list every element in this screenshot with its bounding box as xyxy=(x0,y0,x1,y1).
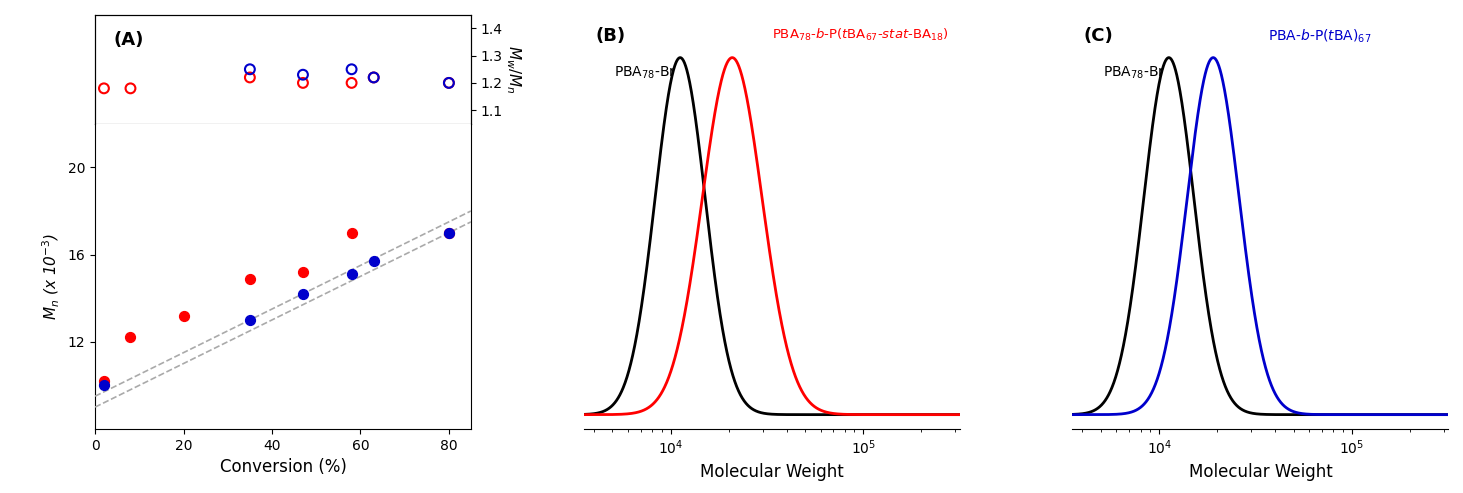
Point xyxy=(361,73,385,81)
Y-axis label: $M_{w}/M_{n}$: $M_{w}/M_{n}$ xyxy=(503,45,522,94)
Point xyxy=(361,73,385,81)
X-axis label: Molecular Weight: Molecular Weight xyxy=(699,463,844,481)
Text: PBA-$b$-P($t$BA)$_{67}$: PBA-$b$-P($t$BA)$_{67}$ xyxy=(1268,27,1371,44)
Point xyxy=(437,79,461,87)
Point xyxy=(238,66,262,73)
Point xyxy=(437,79,461,87)
Point xyxy=(339,79,363,87)
Point xyxy=(437,229,461,237)
Y-axis label: $M_{n}$ (x 10$^{-3}$): $M_{n}$ (x 10$^{-3}$) xyxy=(41,233,61,320)
X-axis label: Conversion (%): Conversion (%) xyxy=(219,458,347,476)
Point xyxy=(238,275,262,282)
Point xyxy=(238,73,262,81)
Text: (A): (A) xyxy=(114,31,145,49)
Point xyxy=(119,333,142,341)
Point xyxy=(339,229,363,237)
Text: PBA$_{78}$-Br: PBA$_{78}$-Br xyxy=(614,65,676,81)
Point xyxy=(92,382,116,389)
Point xyxy=(339,270,363,278)
Point xyxy=(361,257,385,265)
Point xyxy=(291,71,315,79)
X-axis label: Molecular Weight: Molecular Weight xyxy=(1188,463,1333,481)
Text: PBA$_{78}$-Br: PBA$_{78}$-Br xyxy=(1103,65,1165,81)
Text: (C): (C) xyxy=(1084,27,1113,45)
Text: PBA$_{78}$-$b$-P($t$BA$_{67}$-$stat$-BA$_{18}$): PBA$_{78}$-$b$-P($t$BA$_{67}$-$stat$-BA$… xyxy=(772,27,948,43)
Point xyxy=(339,66,363,73)
Point xyxy=(291,268,315,276)
Point xyxy=(92,377,116,385)
Point xyxy=(92,84,116,92)
Point xyxy=(119,84,142,92)
Point xyxy=(238,316,262,324)
Point xyxy=(291,290,315,298)
Text: (B): (B) xyxy=(595,27,625,45)
Point xyxy=(437,229,461,237)
Point xyxy=(291,79,315,87)
Point xyxy=(171,312,195,319)
